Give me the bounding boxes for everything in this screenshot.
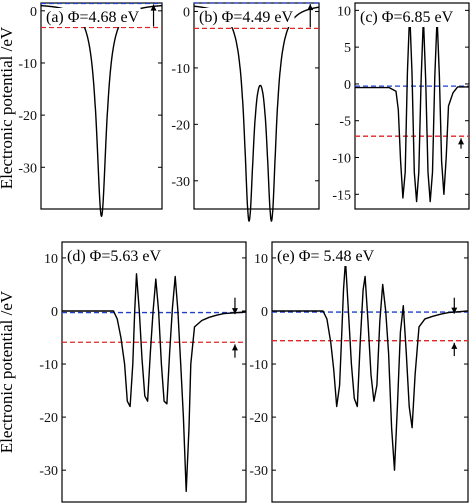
arrow-head [231,308,238,315]
arrow-head [458,138,465,145]
y-tick-label: -20 [18,109,37,124]
potential-curve [62,273,247,493]
y-tick-label: 0 [30,5,37,20]
y-tick-label: -10 [18,57,37,72]
y-tick-label: -10 [39,358,58,373]
panel-title: (a) Φ=4.68 eV [46,9,140,26]
plot-frame [354,2,470,210]
y-tick-label: 0 [261,305,268,320]
panel-title: (e) Φ= 5.48 eV [277,248,375,265]
y-tick-label: 0 [344,78,351,93]
y-tick-label: 5 [344,41,351,56]
panel-title-bg [66,247,163,266]
y-tick-label: -20 [171,118,190,133]
y-tick-label: -20 [249,411,268,426]
panel-a: 0 -10 -20 -30 (a) Φ=4.68 eV [18,2,163,217]
y-tick-label: 10 [254,252,268,267]
panel-d: 10 0 -10 -20 -30 (d) Φ=5.63 eV [39,241,247,503]
y-tick-label: -10 [332,152,351,167]
panel-title: (d) Φ=5.63 eV [67,248,161,265]
y-tick-label: -10 [249,358,268,373]
y-axis-label-bottom: Electronic potential /eV [0,290,16,453]
plot-frame [40,2,163,210]
panel-title-bg [359,8,455,27]
potential-curve [355,11,469,203]
panel-e: 10 0 -10 -20 -30 (e) Φ= 5.48 eV [249,241,469,503]
potential-curve [272,259,469,471]
y-tick-label: 10 [337,4,351,19]
plot-frame [61,241,247,503]
panel-b: 0 -10 -20 -30 (b) Φ=4.49 eV [171,2,320,222]
y-tick-label: 0 [51,305,58,320]
arrow-head [231,344,238,351]
y-tick-label: 0 [183,5,190,20]
panel-title: (b) Φ=4.49 eV [199,9,293,26]
plot-frame [271,241,469,503]
y-tick-label: -30 [39,464,58,479]
y-tick-label: -5 [339,115,351,130]
arrow-head [451,307,458,314]
y-tick-label: -10 [171,62,190,77]
panel-title-bg [276,247,376,266]
y-tick-label: 10 [44,252,58,267]
plot-frame [193,2,320,210]
arrow-head [307,4,314,11]
y-tick-label: -30 [171,175,190,190]
potential-curve [193,5,320,222]
panel-title-bg [45,8,141,27]
y-tick-label: -30 [249,464,268,479]
y-tick-label: -15 [332,188,351,203]
y-axis-label-top: Electronic potential /eV [0,26,16,189]
arrow-head [150,4,157,11]
y-tick-label: -30 [18,161,37,176]
panel-c: 10 5 0 -5 -10 -15 (c) Φ=6.85 eV [332,2,470,210]
arrow-head [451,342,458,349]
panel-title-bg [198,8,295,27]
potential-curve [40,4,163,217]
panel-title: (c) Φ=6.85 eV [360,9,454,26]
y-tick-label: -20 [39,411,58,426]
